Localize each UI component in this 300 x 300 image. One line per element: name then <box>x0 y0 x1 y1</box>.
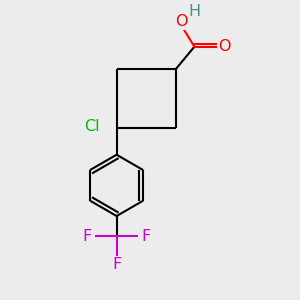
Text: F: F <box>112 257 121 272</box>
Text: O: O <box>218 39 230 54</box>
Text: O: O <box>176 14 188 29</box>
Text: F: F <box>82 229 92 244</box>
Text: Cl: Cl <box>84 119 100 134</box>
Text: F: F <box>141 229 151 244</box>
Text: H: H <box>188 4 200 19</box>
